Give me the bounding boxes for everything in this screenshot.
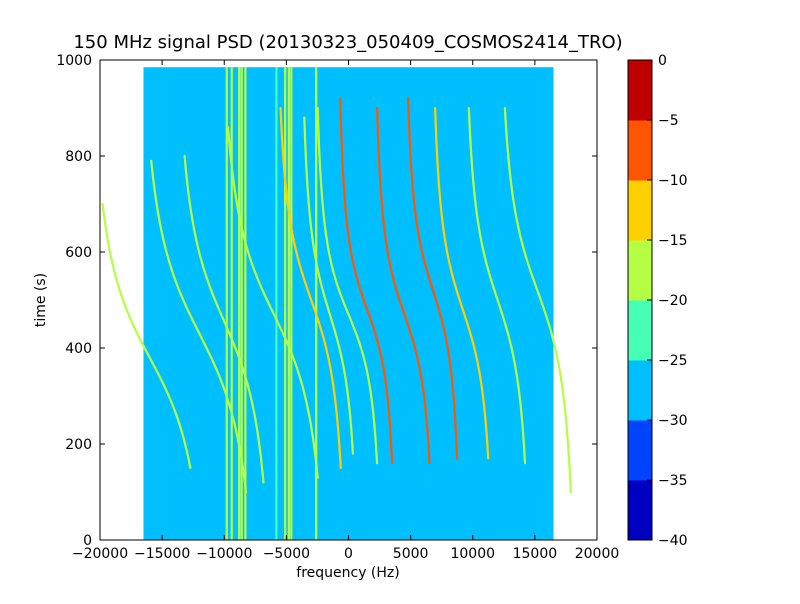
heatmap-background	[143, 67, 554, 540]
doppler-track	[101, 202, 192, 470]
doppler-track	[226, 126, 319, 479]
colorbar-segment	[628, 60, 652, 121]
doppler-track	[279, 106, 342, 470]
x-tick-label: −15000	[134, 546, 190, 562]
x-axis-label: frequency (Hz)	[296, 565, 399, 581]
y-tick-label: 600	[65, 245, 92, 261]
colorbar-tick-label: −10	[658, 173, 688, 189]
plot-area	[100, 60, 597, 540]
doppler-track	[183, 154, 265, 484]
colorbar-segment	[628, 480, 652, 541]
doppler-track	[376, 106, 431, 465]
colorbar-tick-label: −25	[658, 353, 688, 369]
y-tick-label: 200	[65, 437, 92, 453]
y-tick-label: 800	[65, 149, 92, 165]
colorbar-tick-label: −15	[658, 233, 688, 249]
doppler-track	[467, 106, 527, 465]
colorbar-segment	[628, 240, 652, 301]
colorbar-segment	[628, 180, 652, 241]
colorbar: −40 −35 −30 −25 −20 −15 −10 −5 0	[627, 53, 688, 549]
chart-title: 150 MHz signal PSD (20130323_050409_COSM…	[73, 32, 622, 53]
y-axis-label: time (s)	[33, 273, 49, 327]
colorbar-segment	[628, 300, 652, 361]
colorbar-segment	[628, 360, 652, 421]
colorbar-tick-label: −5	[658, 113, 679, 129]
y-tick-label: 1000	[56, 53, 92, 69]
x-tick-label: −5000	[263, 546, 310, 562]
x-tick-label: −10000	[196, 546, 252, 562]
x-tick-label: 20000	[575, 546, 620, 562]
x-tick-label: 10000	[450, 546, 495, 562]
doppler-track	[434, 106, 490, 460]
colorbar-tick-label: −30	[658, 413, 688, 429]
y-tick-label: 0	[83, 533, 92, 549]
doppler-track	[339, 97, 394, 465]
x-tick-label: 15000	[513, 546, 558, 562]
colorbar-tick-label: −20	[658, 293, 688, 309]
x-tick-label: 0	[344, 546, 353, 562]
x-tick-label: −20000	[72, 546, 128, 562]
doppler-track	[303, 116, 355, 455]
colorbar-segment	[628, 420, 652, 481]
doppler-track	[316, 106, 379, 465]
colorbar-tick-label: −35	[658, 473, 688, 489]
x-tick-label: 5000	[393, 546, 429, 562]
y-tick-label: 400	[65, 341, 92, 357]
colorbar-tick-label: −40	[658, 533, 688, 549]
doppler-track	[407, 97, 459, 460]
doppler-track	[503, 106, 572, 494]
colorbar-tick-label: 0	[658, 53, 667, 69]
colorbar-segment	[628, 120, 652, 181]
doppler-track	[150, 159, 248, 494]
